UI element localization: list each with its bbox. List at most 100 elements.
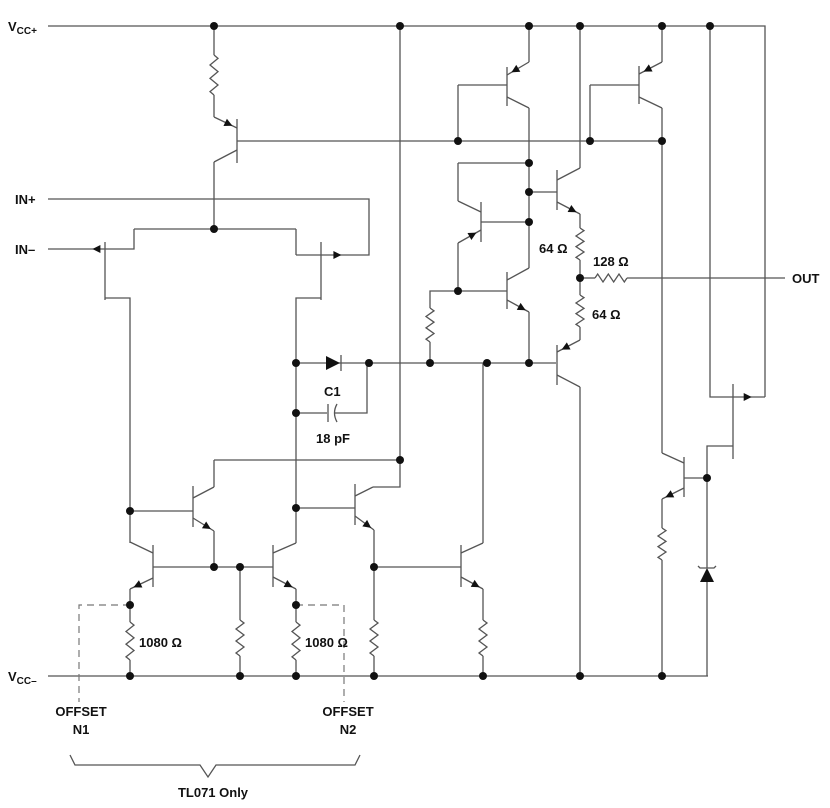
tl071-only-note: TL071 Only (178, 785, 249, 800)
junction-dot (703, 474, 711, 482)
junction-dot (126, 507, 134, 515)
transistor-collector (556, 374, 581, 388)
arrow-head (743, 393, 752, 401)
junction-dot (396, 22, 404, 30)
resistor-zigzag (656, 527, 668, 561)
junction-dot (292, 359, 300, 367)
arrow-head (567, 204, 577, 213)
junction-dot (576, 274, 584, 282)
junction-dot (576, 672, 584, 680)
arrow-head (133, 580, 143, 588)
arrow-head (201, 521, 211, 530)
arrow-head (643, 64, 653, 72)
junction-dot (658, 22, 666, 30)
junction-dot (525, 188, 533, 196)
junction-dot (454, 137, 462, 145)
transistor-collector (661, 452, 685, 464)
resistor-zigzag (574, 227, 586, 261)
in-minus-label: IN– (15, 242, 35, 257)
junction-dot (126, 601, 134, 609)
diode-triangle (326, 356, 340, 370)
junction-dot (126, 672, 134, 680)
resistor-bias-top (208, 54, 220, 96)
transistor-collector (213, 149, 238, 163)
wire (295, 297, 321, 543)
resistor-zigzag (124, 621, 136, 661)
labels: VCC+ VCC– IN+ IN– OUT C1 18 pF 64 Ω 128 … (8, 19, 820, 800)
resistor-zigzag (574, 294, 586, 328)
junction-dot (210, 563, 218, 571)
resistor-zigzag (594, 272, 628, 284)
jfet-input-right (320, 242, 342, 300)
r-1080-left-label: 1080 Ω (139, 635, 182, 650)
transistor-ql (661, 452, 685, 500)
arrow-head (470, 579, 480, 588)
in-plus-wire (48, 198, 370, 256)
transistor-collector (192, 486, 215, 499)
wire (706, 445, 733, 568)
transistor-q-bias (213, 116, 238, 163)
junction-dot (396, 456, 404, 464)
transistor-collector (129, 541, 154, 554)
vcc-plus-label: VCC+ (8, 19, 37, 37)
arrow-head (665, 490, 675, 498)
transistor-qf (506, 61, 530, 109)
arrow-head (283, 579, 293, 588)
resistor-qh-bias (424, 307, 436, 343)
resistor-mirror (234, 619, 246, 657)
r-1080-right-label: 1080 Ω (305, 635, 348, 650)
resistor-ql (656, 527, 668, 561)
resistor-qb (368, 619, 380, 657)
junction-dot (292, 409, 300, 417)
c1-value-label: 18 pF (316, 431, 350, 446)
transistor-qa (192, 486, 215, 532)
transistor-qg (457, 200, 482, 244)
arrow-head (516, 302, 526, 311)
transistor-qe (460, 542, 484, 590)
r-64-top-label: 64 Ω (539, 241, 568, 256)
junction-dot (525, 359, 533, 367)
r-128-label: 128 Ω (593, 254, 629, 269)
c1-label: C1 (324, 384, 341, 399)
wire (709, 26, 765, 398)
transistor-qd (272, 542, 297, 590)
wires (48, 25, 785, 779)
transistor-qh (506, 267, 530, 313)
tl071-bracket (69, 754, 361, 779)
resistor-1080-left (124, 621, 136, 661)
transistor-qb (354, 484, 375, 531)
components (92, 54, 752, 661)
offset-n1-label: OFFSET N1 (55, 704, 106, 737)
arrow-head (362, 519, 372, 528)
junction-dot (292, 601, 300, 609)
junction-dot (658, 137, 666, 145)
wire (429, 290, 458, 308)
junction-dot (236, 672, 244, 680)
resistor-zigzag (208, 54, 220, 96)
junction-dot (236, 563, 244, 571)
junction-dot (658, 672, 666, 680)
transistor-qi-output-high (556, 167, 581, 215)
resistor-zigzag (368, 619, 380, 657)
resistor-64-bottom (574, 294, 586, 328)
diode (326, 355, 342, 371)
arrow-head (92, 245, 101, 253)
resistor-zigzag (234, 619, 246, 657)
arrow-head (333, 251, 342, 259)
arrow-head (511, 64, 521, 73)
transistor-collector (556, 167, 581, 181)
offset-n2-label: OFFSET N2 (322, 704, 373, 737)
junction-dot (525, 218, 533, 226)
cap-plate-curved (333, 403, 338, 423)
resistor-128 (594, 272, 628, 284)
zener-diode (697, 565, 717, 582)
offset-n1-dashed (78, 604, 130, 702)
wire (373, 26, 401, 488)
out-label: OUT (792, 271, 820, 286)
junction-dot (576, 22, 584, 30)
junction-dot (370, 563, 378, 571)
resistor-64-top (574, 227, 586, 261)
wire (335, 363, 368, 414)
vcc-minus-label: VCC– (8, 669, 37, 687)
